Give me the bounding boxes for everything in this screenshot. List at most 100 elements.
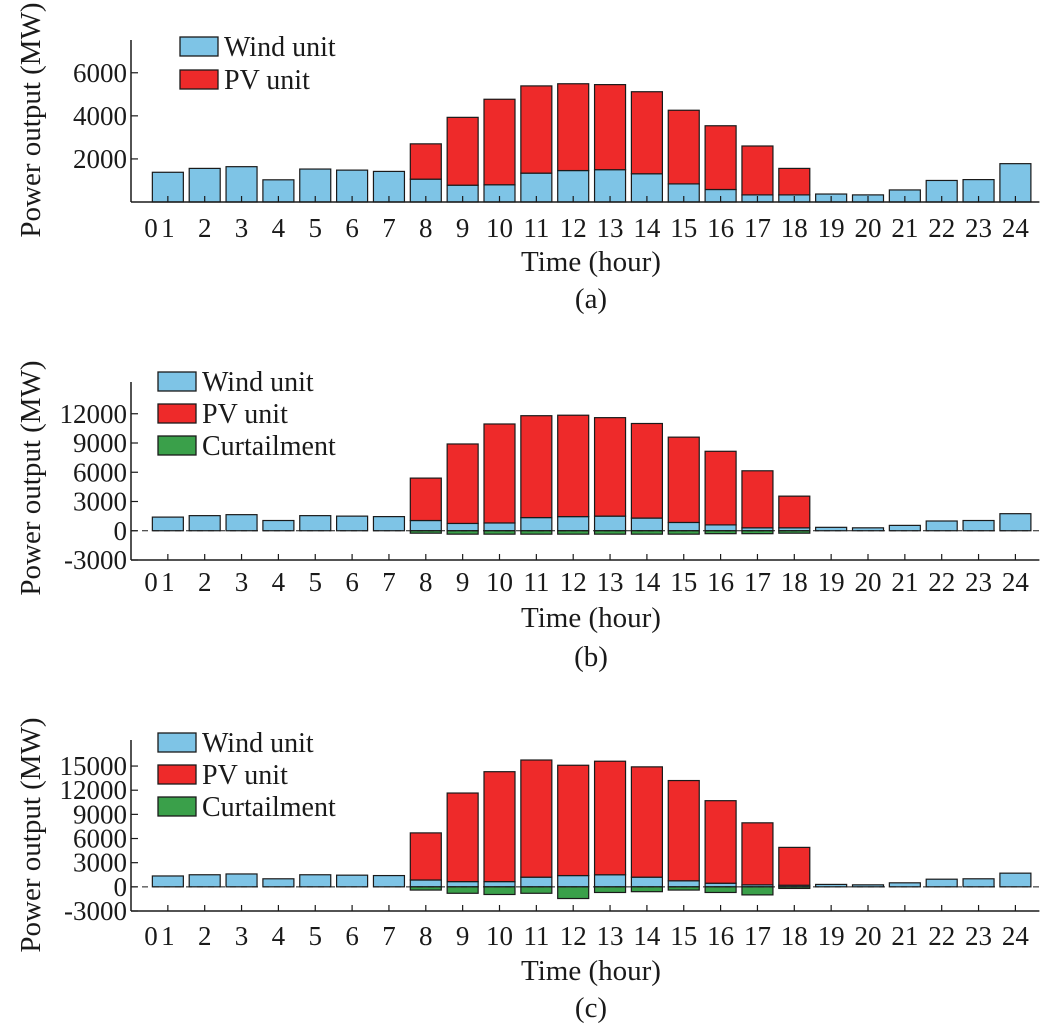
bar-pv-h15 — [667, 436, 700, 524]
bar-pv-h16 — [704, 450, 737, 526]
bar-wind-h1 — [151, 875, 184, 888]
panel-label: (c) — [575, 992, 607, 1024]
bar-pv-h8 — [409, 143, 442, 180]
bar-curtailment-h13 — [593, 530, 627, 535]
legend-label-0: Wind unit — [224, 32, 336, 63]
bar-curtailment-h17 — [741, 886, 774, 896]
bar-wind-h8 — [409, 519, 442, 532]
bar-curtailment-h15 — [667, 530, 700, 535]
bar-wind-h5 — [299, 874, 332, 888]
x-tick-label: 2 — [198, 567, 212, 597]
bar-pv-h9 — [446, 443, 479, 525]
bar-curtailment-h16 — [704, 886, 737, 894]
x-tick-label: 0 — [144, 921, 158, 951]
x-tick-label: 9 — [456, 213, 470, 243]
bar-pv-h14 — [630, 91, 664, 175]
bar-wind-h12 — [557, 874, 590, 888]
x-tick-label: 21 — [891, 213, 918, 243]
x-tick-label: 5 — [309, 213, 323, 243]
bar-wind-h1 — [151, 516, 184, 532]
x-tick-label: 7 — [382, 921, 396, 951]
bar-wind-h12 — [557, 516, 590, 532]
x-tick-label: 16 — [707, 213, 734, 243]
x-tick-label: 24 — [1002, 921, 1030, 951]
legend-swatch-0 — [157, 371, 197, 392]
x-tick-label: 14 — [633, 921, 661, 951]
bar-pv-h17 — [741, 145, 774, 196]
bar-pv-h10 — [483, 98, 516, 186]
bar-curtailment-h11 — [520, 886, 553, 894]
y-tick-label: 9000 — [73, 428, 127, 458]
y-tick-label: 12000 — [60, 775, 128, 805]
bar-curtailment-h12 — [557, 530, 590, 535]
y-axis-title: Power output (MW) — [15, 2, 47, 237]
x-tick-label: 18 — [781, 921, 808, 951]
legend-swatch-1 — [157, 764, 197, 785]
x-tick-label: 12 — [560, 567, 587, 597]
x-tick-label: 2 — [198, 921, 212, 951]
x-tick-label: 12 — [560, 921, 587, 951]
bar-pv-h9 — [446, 792, 479, 883]
bar-pv-h13 — [593, 760, 627, 876]
legend-swatch-1 — [179, 69, 219, 90]
x-tick-label: 15 — [670, 213, 697, 243]
legend-label-1: PV unit — [224, 65, 310, 96]
bar-wind-h24 — [999, 513, 1032, 532]
x-tick-label: 8 — [419, 213, 433, 243]
bar-wind-h4 — [262, 878, 295, 888]
bar-wind-h23 — [962, 878, 995, 888]
x-tick-label: 3 — [235, 567, 249, 597]
x-tick-label: 19 — [818, 567, 845, 597]
bar-wind-h9 — [446, 881, 479, 888]
x-tick-label: 20 — [855, 213, 882, 243]
x-tick-label: 23 — [965, 213, 992, 243]
x-tick-label: 6 — [345, 213, 359, 243]
y-tick-label: 6000 — [73, 457, 127, 487]
x-tick-label: 23 — [965, 921, 992, 951]
legend-swatch-0 — [179, 36, 219, 57]
y-tick-label: 2000 — [73, 144, 127, 174]
bar-wind-h4 — [262, 519, 295, 532]
bar-curtailment-h11 — [520, 530, 553, 535]
bar-pv-h18 — [778, 167, 811, 196]
bar-pv-h11 — [520, 415, 553, 519]
bar-curtailment-h10 — [483, 886, 516, 896]
x-tick-label: 16 — [707, 921, 734, 951]
panel-label: (a) — [575, 283, 607, 315]
x-tick-label: 4 — [272, 213, 286, 243]
x-tick-label: 1 — [161, 213, 175, 243]
y-tick-label: 6000 — [73, 58, 127, 88]
x-axis-title: Time (hour) — [521, 955, 661, 987]
bar-pv-h12 — [557, 83, 590, 172]
bar-wind-h7 — [372, 874, 406, 888]
x-tick-label: 15 — [670, 567, 697, 597]
bar-wind-h11 — [520, 516, 553, 532]
bar-wind-h7 — [372, 516, 406, 532]
bar-curtailment-h9 — [446, 886, 479, 894]
x-tick-label: 12 — [560, 213, 587, 243]
bar-pv-h14 — [630, 766, 664, 878]
y-axis-title: Power output (MW) — [15, 360, 47, 595]
bar-wind-h24 — [999, 163, 1032, 203]
x-axis-title: Time (hour) — [521, 246, 661, 278]
x-tick-label: 22 — [928, 567, 955, 597]
y-axis-title: Power output (MW) — [15, 717, 47, 952]
bar-pv-h15 — [667, 109, 700, 185]
bar-wind-h11 — [520, 876, 553, 888]
x-tick-label: 11 — [523, 213, 549, 243]
bar-wind-h16 — [704, 524, 737, 532]
x-tick-label: 0 — [144, 567, 158, 597]
bar-wind-h13 — [593, 515, 627, 532]
x-tick-label: 18 — [781, 213, 808, 243]
bar-wind-h21 — [888, 524, 921, 532]
legend-swatch-2 — [157, 435, 197, 456]
x-tick-label: 21 — [891, 921, 918, 951]
x-tick-label: 7 — [382, 567, 396, 597]
x-tick-label: 21 — [891, 567, 918, 597]
bar-wind-h3 — [225, 514, 258, 532]
bar-wind-h9 — [446, 522, 479, 532]
bar-wind-h22 — [925, 520, 958, 532]
x-tick-label: 17 — [744, 921, 771, 951]
x-tick-label: 16 — [707, 567, 734, 597]
